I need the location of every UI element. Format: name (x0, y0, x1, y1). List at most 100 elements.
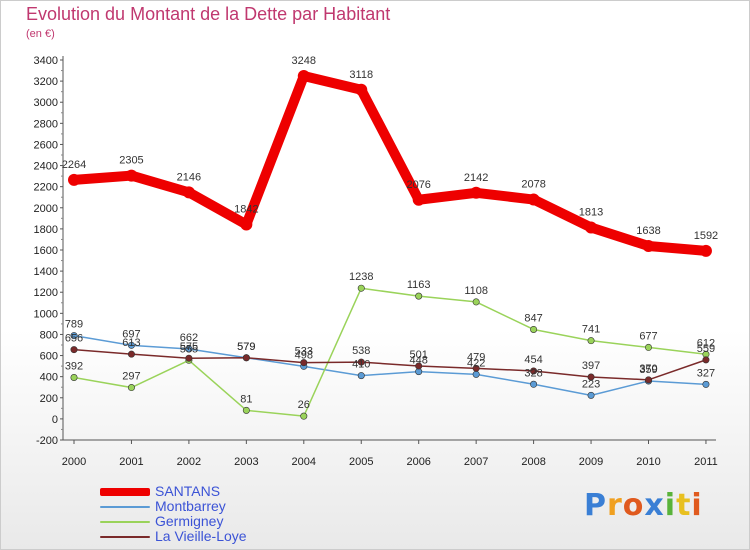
data-point (702, 380, 710, 388)
y-tick-label: 1800 (34, 224, 58, 236)
data-label: 422 (467, 357, 485, 369)
data-point (642, 239, 655, 252)
data-label: 327 (697, 367, 715, 379)
data-point (355, 83, 368, 96)
data-label: 498 (295, 349, 313, 361)
data-label: 1163 (407, 279, 431, 291)
data-point (530, 367, 538, 375)
chart-title: Evolution du Montant de la Dette par Hab… (26, 4, 391, 24)
logo-letter: x (644, 488, 665, 523)
data-label: 538 (352, 345, 370, 357)
y-tick-label: 600 (40, 351, 58, 363)
data-point (300, 359, 308, 367)
data-point (415, 362, 423, 370)
data-label: 697 (122, 328, 140, 340)
x-tick-label: 2001 (119, 456, 143, 468)
data-label: 454 (524, 354, 542, 366)
x-tick-label: 2000 (62, 456, 86, 468)
logo-letter: r (607, 488, 623, 523)
data-point (127, 341, 135, 349)
data-label: 397 (582, 360, 600, 372)
x-tick-label: 2009 (579, 456, 603, 468)
data-label: 559 (697, 343, 715, 355)
data-point (472, 370, 480, 378)
data-point (182, 186, 195, 199)
data-point (472, 298, 480, 306)
y-tick-label: 2000 (34, 203, 58, 215)
data-point (644, 343, 652, 351)
y-tick-label: 2800 (34, 118, 58, 130)
data-label: 1238 (349, 271, 373, 283)
data-point (357, 372, 365, 380)
data-point (185, 354, 193, 362)
data-label: 613 (122, 337, 140, 349)
data-label: 741 (582, 324, 600, 336)
x-tick-label: 2011 (694, 456, 718, 468)
y-tick-label: 3200 (34, 76, 58, 88)
data-label: 1813 (579, 207, 603, 219)
legend-swatch (100, 535, 150, 538)
data-point (527, 193, 540, 206)
data-point (585, 221, 598, 234)
legend-swatch (100, 487, 150, 496)
data-point (470, 186, 483, 199)
data-label: 3118 (349, 69, 373, 81)
y-tick-label: 200 (40, 393, 58, 405)
y-tick-label: 2600 (34, 139, 58, 151)
data-label: 501 (410, 349, 428, 361)
y-tick-label: 3000 (34, 97, 58, 109)
y-tick-label: 1000 (34, 308, 58, 320)
x-tick-label: 2006 (406, 456, 430, 468)
data-label: 223 (582, 378, 600, 390)
y-tick-label: 1600 (34, 245, 58, 257)
proxiti-logo: Proxiti (584, 488, 703, 523)
data-point (412, 193, 425, 206)
data-label: 677 (639, 330, 657, 342)
data-point (185, 345, 193, 353)
data-point (127, 384, 135, 392)
legend-label: SANTANS (155, 483, 221, 499)
series-line-la-vieille-loye (73, 348, 707, 381)
y-tick-label: -200 (36, 435, 58, 447)
x-tick-label: 2008 (521, 456, 545, 468)
data-label: 1592 (694, 230, 718, 242)
data-label: 297 (122, 371, 140, 383)
data-point (70, 374, 78, 382)
data-point (587, 337, 595, 345)
data-label: 533 (295, 346, 313, 358)
y-tick-label: 3400 (34, 55, 58, 67)
data-label: 2305 (119, 155, 143, 167)
data-point (699, 244, 712, 257)
legend-label: La Vieille-Loye (155, 528, 247, 544)
data-point (357, 284, 365, 292)
data-label: 2146 (177, 171, 201, 183)
data-label: 662 (180, 332, 198, 344)
data-label: 328 (524, 367, 542, 379)
data-label: 579 (237, 341, 255, 353)
data-point (300, 412, 308, 420)
series-line-santans (69, 71, 711, 256)
data-label: 575 (180, 341, 198, 353)
data-label: 2076 (406, 179, 430, 191)
data-label: 2078 (521, 179, 545, 191)
x-tick-label: 2003 (234, 456, 258, 468)
data-point (70, 346, 78, 354)
data-point (242, 406, 250, 414)
data-point (127, 350, 135, 358)
data-label: 26 (298, 399, 310, 411)
data-point (702, 356, 710, 364)
data-label: 1108 (464, 285, 488, 297)
logo-letter: t (676, 488, 692, 523)
data-label: 579 (237, 341, 255, 353)
series-line-montbarrey (73, 334, 707, 397)
data-point (357, 358, 365, 366)
data-label: 370 (639, 363, 657, 375)
data-label: 612 (697, 337, 715, 349)
data-point (644, 376, 652, 384)
data-point (415, 292, 423, 300)
data-label: 392 (65, 361, 83, 373)
x-tick-label: 2007 (464, 456, 488, 468)
data-label: 410 (352, 359, 370, 371)
